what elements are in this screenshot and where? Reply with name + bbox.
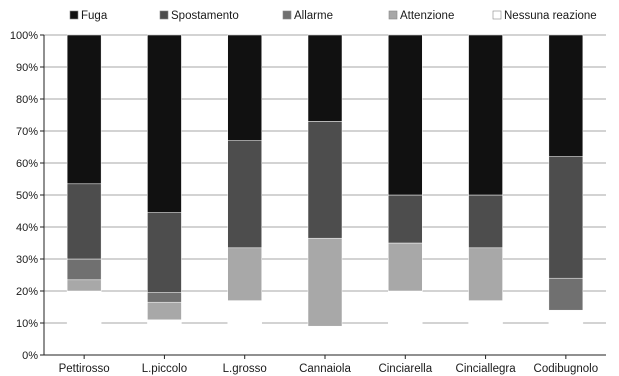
bar-segment bbox=[147, 301, 182, 321]
x-category-label: L.grosso bbox=[223, 363, 267, 375]
bar-segment bbox=[147, 212, 182, 293]
y-tick-label: 60% bbox=[16, 158, 38, 170]
bar-segment bbox=[468, 34, 503, 196]
y-tick-label: 30% bbox=[16, 254, 38, 266]
x-category-label: Cinciarella bbox=[378, 363, 432, 375]
legend-swatch bbox=[492, 10, 502, 20]
legend-label: Spostamento bbox=[171, 10, 239, 22]
bar-segment bbox=[227, 140, 262, 249]
bar-segment bbox=[548, 309, 584, 356]
bar-segment bbox=[388, 242, 423, 292]
bar-segment bbox=[307, 34, 343, 122]
x-axis-labels: Pettirosso L.piccolo L.grosso Cannaiola Cinc… bbox=[59, 355, 599, 375]
legend-swatch bbox=[159, 10, 169, 20]
legend-swatch bbox=[69, 10, 79, 20]
bar-segment bbox=[388, 34, 423, 196]
x-category-label: L.piccolo bbox=[142, 363, 187, 375]
y-tick-label: 80% bbox=[16, 94, 38, 106]
bar-segment bbox=[548, 34, 584, 157]
bar-segment bbox=[388, 194, 423, 244]
legend-label: Fuga bbox=[81, 10, 108, 22]
x-category-label: Pettirosso bbox=[59, 363, 110, 375]
legend-swatch bbox=[282, 10, 292, 20]
bar-segment bbox=[147, 319, 182, 356]
x-category-label: Cannaiola bbox=[299, 363, 351, 375]
x-category-label: Cinciallegra bbox=[456, 363, 517, 375]
bar-segment bbox=[307, 325, 343, 356]
bar-segment bbox=[227, 34, 262, 141]
legend-label: Attenzione bbox=[400, 10, 454, 22]
y-axis-ticks: 0% 10% 20% 30% 40% 50% 60% 70% 80% 90% 100% bbox=[10, 30, 44, 362]
bar-segment bbox=[147, 292, 182, 303]
bar-segment bbox=[227, 300, 262, 356]
bar-segment bbox=[66, 183, 102, 260]
bar-segment bbox=[388, 290, 423, 356]
bar-segment bbox=[307, 237, 343, 327]
chart-legend: Fuga Spostamento Allarme Attenzione Nessuna … bbox=[69, 10, 597, 22]
y-tick-label: 100% bbox=[10, 30, 38, 42]
bar-segment bbox=[147, 34, 182, 213]
bars-group bbox=[66, 34, 584, 356]
y-tick-label: 90% bbox=[16, 62, 38, 74]
bar-segment bbox=[66, 34, 102, 185]
bar-segment bbox=[227, 247, 262, 301]
bar-segment bbox=[468, 247, 503, 301]
y-tick-label: 0% bbox=[22, 350, 38, 362]
bar-segment bbox=[66, 279, 102, 292]
bar-segment bbox=[307, 121, 343, 239]
bar-segment bbox=[548, 277, 584, 311]
y-tick-label: 40% bbox=[16, 222, 38, 234]
legend-label: Allarme bbox=[294, 10, 333, 22]
y-tick-label: 70% bbox=[16, 126, 38, 138]
bar-segment bbox=[548, 156, 584, 279]
legend-label: Nessuna reazione bbox=[504, 10, 597, 22]
bar-segment bbox=[66, 290, 102, 356]
x-category-label: Codibugnolo bbox=[534, 363, 599, 375]
legend-swatch bbox=[388, 10, 398, 20]
y-tick-label: 50% bbox=[16, 190, 38, 202]
y-tick-label: 10% bbox=[16, 318, 38, 330]
bar-segment bbox=[468, 194, 503, 249]
y-tick-label: 20% bbox=[16, 286, 38, 298]
bar-segment bbox=[66, 258, 102, 281]
bar-segment bbox=[468, 300, 503, 356]
